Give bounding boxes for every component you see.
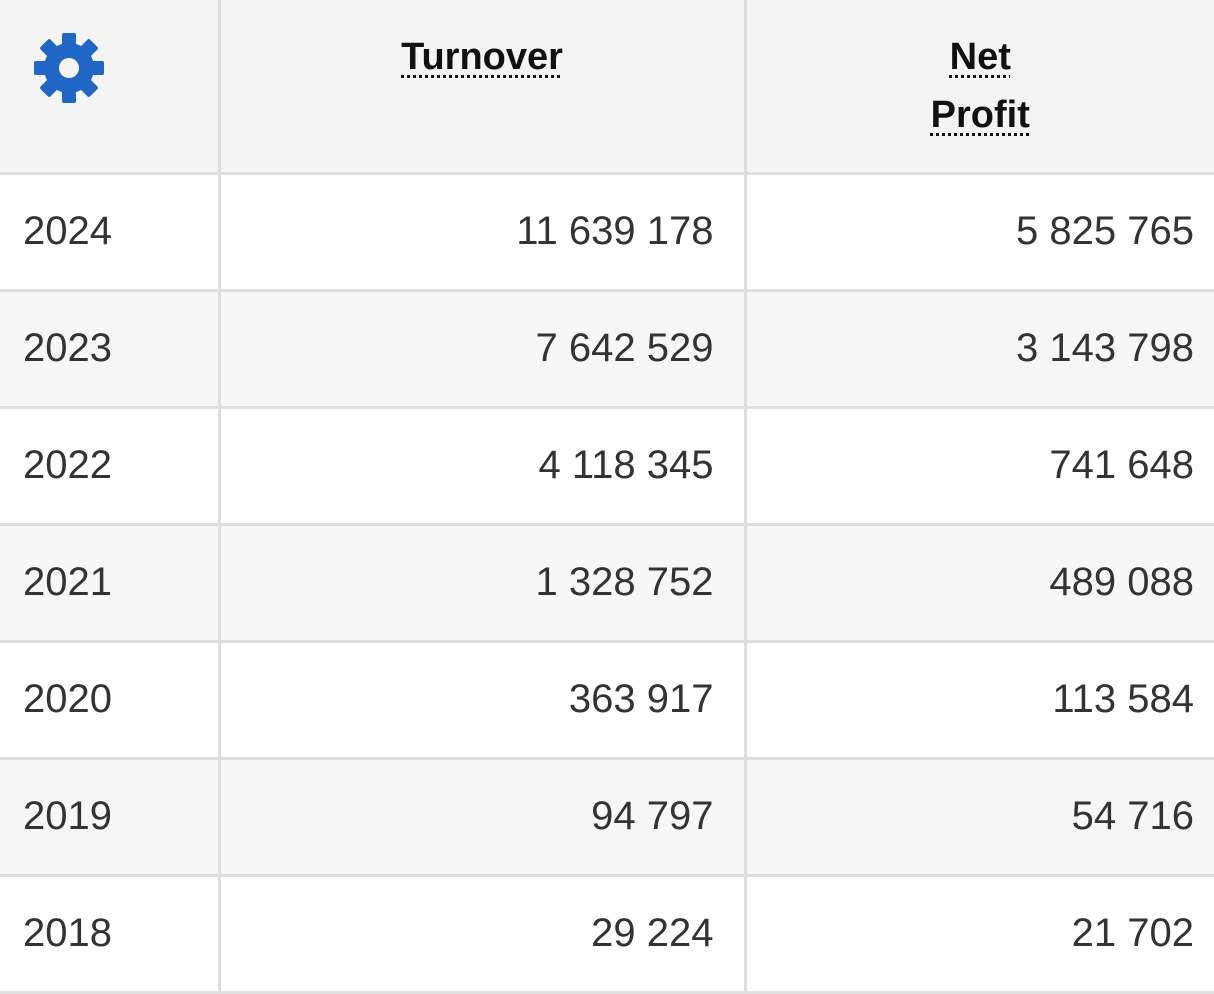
net-profit-header-line2[interactable]: Profit bbox=[930, 94, 1030, 136]
turnover-cell: 7 642 529 bbox=[219, 290, 747, 409]
table-row: 2020 363 917 113 584 bbox=[0, 641, 1214, 760]
header-row: Turnover Net Profit bbox=[0, 0, 1214, 175]
table-row: 2023 7 642 529 3 143 798 bbox=[0, 290, 1214, 409]
year-cell: 2018 bbox=[0, 875, 221, 994]
table-header: Turnover Net Profit bbox=[0, 0, 1214, 175]
net-profit-cell: 5 825 765 bbox=[745, 173, 1214, 292]
settings-cell[interactable] bbox=[0, 0, 221, 175]
turnover-cell: 363 917 bbox=[219, 641, 747, 760]
year-cell: 2020 bbox=[0, 641, 221, 760]
net-profit-header[interactable]: Net Profit bbox=[745, 0, 1214, 175]
turnover-header-label[interactable]: Turnover bbox=[401, 36, 563, 78]
table-row: 2021 1 328 752 489 088 bbox=[0, 524, 1214, 643]
net-profit-cell: 3 143 798 bbox=[745, 290, 1214, 409]
table-row: 2018 29 224 21 702 bbox=[0, 875, 1214, 994]
turnover-cell: 1 328 752 bbox=[219, 524, 747, 643]
year-cell: 2024 bbox=[0, 173, 221, 292]
year-cell: 2023 bbox=[0, 290, 221, 409]
turnover-cell: 94 797 bbox=[219, 758, 747, 877]
turnover-cell: 4 118 345 bbox=[219, 407, 747, 526]
net-profit-cell: 489 088 bbox=[745, 524, 1214, 643]
turnover-cell: 29 224 bbox=[219, 875, 747, 994]
gear-icon[interactable] bbox=[33, 32, 105, 104]
turnover-cell: 11 639 178 bbox=[219, 173, 747, 292]
net-profit-cell: 21 702 bbox=[745, 875, 1214, 994]
year-cell: 2021 bbox=[0, 524, 221, 643]
table-row: 2024 11 639 178 5 825 765 bbox=[0, 173, 1214, 292]
year-cell: 2019 bbox=[0, 758, 221, 877]
table-row: 2022 4 118 345 741 648 bbox=[0, 407, 1214, 526]
net-profit-header-line1[interactable]: Net bbox=[949, 36, 1011, 78]
year-cell: 2022 bbox=[0, 407, 221, 526]
net-profit-cell: 54 716 bbox=[745, 758, 1214, 877]
net-profit-cell: 113 584 bbox=[745, 641, 1214, 760]
turnover-header[interactable]: Turnover bbox=[219, 0, 747, 175]
net-profit-cell: 741 648 bbox=[745, 407, 1214, 526]
table-body: 2024 11 639 178 5 825 765 2023 7 642 529… bbox=[0, 173, 1214, 994]
table-row: 2019 94 797 54 716 bbox=[0, 758, 1214, 877]
